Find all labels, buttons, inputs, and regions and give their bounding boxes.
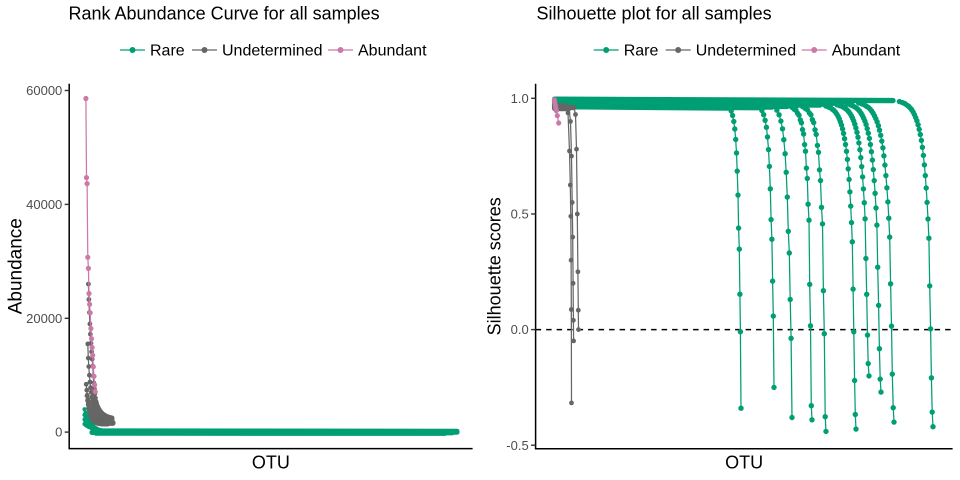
svg-text:Rank Abundance Curve for all s: Rank Abundance Curve for all samples <box>69 4 380 24</box>
svg-text:Rare: Rare <box>150 43 185 60</box>
svg-text:0: 0 <box>55 425 62 440</box>
svg-text:60000: 60000 <box>26 83 62 98</box>
svg-text:40000: 40000 <box>26 197 62 212</box>
svg-text:0.5: 0.5 <box>511 207 529 222</box>
svg-text:OTU: OTU <box>725 452 763 472</box>
svg-text:Silhouette scores: Silhouette scores <box>485 197 505 335</box>
svg-text:Abundance: Abundance <box>6 218 27 314</box>
svg-text:Undetermined: Undetermined <box>696 43 797 60</box>
svg-text:Abundant: Abundant <box>832 43 901 60</box>
svg-text:Abundant: Abundant <box>358 43 427 60</box>
svg-text:OTU: OTU <box>252 452 290 472</box>
svg-text:-0.5: -0.5 <box>506 438 528 453</box>
svg-text:Undetermined: Undetermined <box>222 43 323 60</box>
svg-text:0.0: 0.0 <box>511 322 529 337</box>
svg-text:Rare: Rare <box>624 43 659 60</box>
svg-text:Silhouette plot for all sample: Silhouette plot for all samples <box>537 4 772 24</box>
svg-text:20000: 20000 <box>26 311 62 326</box>
svg-text:1.0: 1.0 <box>511 91 529 106</box>
